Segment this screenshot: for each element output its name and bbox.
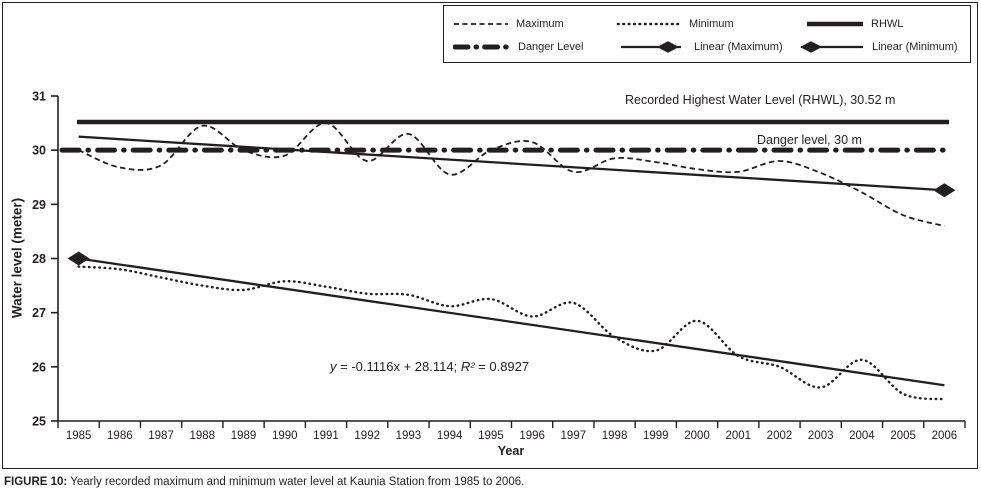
x-tick-label: 2004 (849, 430, 875, 442)
maximum-series-line (78, 122, 945, 227)
figure-caption-text: Yearly recorded maximum and minimum wate… (67, 476, 525, 488)
x-tick-label: 2001 (725, 430, 751, 442)
x-tick-label: 2003 (808, 430, 834, 442)
rhwl-annotation: Recorded Highest Water Level (RHWL), 30.… (625, 93, 895, 107)
y-tick-label: 30 (32, 144, 46, 158)
y-axis-title: Water level (meter) (9, 197, 25, 319)
x-tick-label: 1996 (519, 430, 545, 442)
x-tick-label: 2005 (890, 430, 916, 442)
y-tick-label: 25 (32, 415, 46, 429)
x-tick-label: 2006 (932, 430, 958, 442)
linear-maximum-trend-icon (621, 41, 681, 53)
linear-minimum-trend-line (78, 257, 945, 387)
x-tick-label: 1994 (437, 430, 463, 442)
linear-minimum-trend-icon (800, 41, 863, 53)
linear-maximum-trend-line (78, 135, 945, 192)
legend-item-rhwl: RHWL (806, 16, 903, 32)
x-tick-label: 1990 (272, 430, 298, 442)
x-tick-label: 1991 (313, 430, 339, 442)
x-tick-label: 1999 (643, 430, 669, 442)
trend-equation: y = -0.1116x + 28.114; R² = 0.8927 (329, 359, 529, 374)
x-tick-label: 1998 (602, 430, 628, 442)
minimum-series-line (77, 265, 946, 401)
x-tick-label: 1985 (66, 430, 92, 442)
danger-level-dashdot-line-icon (453, 44, 511, 50)
x-tick-label: 1988 (189, 430, 215, 442)
legend-label-rhwl: RHWL (871, 18, 904, 30)
x-tick-label: 2002 (767, 430, 793, 442)
figure-caption-label: FIGURE 10: (4, 476, 68, 488)
danger-annotation: Danger level, 30 m (757, 133, 862, 147)
y-tick-label: 28 (32, 252, 46, 266)
x-tick-label: 1995 (478, 430, 504, 442)
x-tick-label: 1997 (561, 430, 587, 442)
legend-item-linear-maximum: Linear (Maximum) (621, 39, 783, 55)
figure-border (2, 2, 978, 469)
rhwl-solid-line-icon (807, 21, 863, 27)
legend-label-minimum: Minimum (689, 18, 734, 30)
legend-label-maximum: Maximum (516, 18, 564, 30)
x-tick-label: 1987 (148, 430, 174, 442)
y-tick-label: 26 (32, 360, 46, 374)
minimum-dotted-line-icon (616, 22, 682, 26)
chart-legend: Maximum Minimum RHWL Danger Level L (443, 5, 971, 63)
water-level-chart: 25 26 27 28 29 30 31 1985 1986 1987 1988 1989 1990 19… (32, 90, 966, 442)
linear-maximum-diamond-marker (933, 183, 956, 198)
legend-label-linear-maximum: Linear (Maximum) (694, 41, 783, 53)
y-tick-label: 29 (32, 198, 46, 212)
legend-label-danger-level: Danger Level (518, 41, 584, 53)
x-axis-title: Year (497, 444, 525, 458)
x-tick-label: 1989 (231, 430, 257, 442)
linear-minimum-diamond-marker (67, 251, 90, 266)
x-tick-label: 1992 (354, 430, 380, 442)
legend-item-maximum: Maximum (453, 16, 564, 32)
legend-label-linear-minimum: Linear (Minimum) (872, 41, 958, 53)
x-tick-label: 1986 (107, 430, 133, 442)
maximum-dashed-line-icon (454, 23, 508, 25)
figure-caption: FIGURE 10: Yearly recorded maximum and m… (4, 476, 524, 488)
x-tick-label: 2000 (684, 430, 710, 442)
x-tick-label: 1993 (396, 430, 422, 442)
y-tick-label: 31 (32, 90, 46, 104)
legend-item-linear-minimum: Linear (Minimum) (799, 39, 958, 55)
legend-item-danger-level: Danger Level (453, 39, 583, 55)
legend-item-minimum: Minimum (616, 16, 734, 32)
y-tick-label: 27 (32, 306, 46, 320)
